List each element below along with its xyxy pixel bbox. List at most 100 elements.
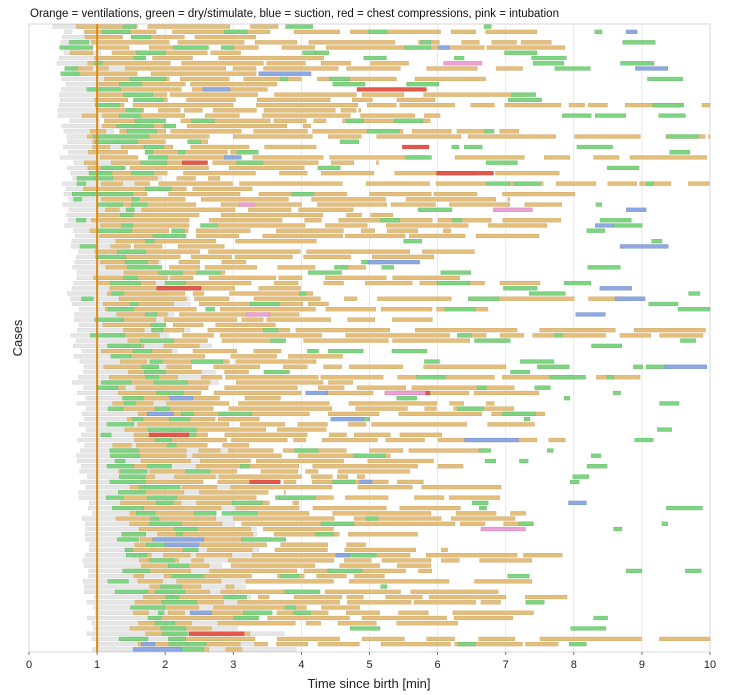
dry-stimulate-segment bbox=[205, 307, 215, 312]
case-row bbox=[76, 401, 680, 406]
suction-segment bbox=[335, 553, 350, 558]
dry-stimulate-segment bbox=[416, 375, 446, 380]
dry-stimulate-segment bbox=[178, 150, 186, 155]
ventilation-segment bbox=[208, 218, 283, 223]
dry-stimulate-segment bbox=[240, 464, 250, 469]
dry-stimulate-segment bbox=[95, 176, 113, 181]
ventilation-segment bbox=[486, 401, 495, 406]
ventilation-segment bbox=[273, 280, 299, 286]
dry-stimulate-segment bbox=[135, 118, 166, 123]
ventilation-segment bbox=[347, 600, 412, 605]
dry-stimulate-segment bbox=[381, 265, 394, 270]
ventilation-segment bbox=[178, 260, 200, 265]
case-row bbox=[60, 71, 312, 76]
ventilation-segment bbox=[166, 364, 192, 369]
dry-stimulate-segment bbox=[95, 254, 126, 259]
dry-stimulate-segment bbox=[525, 600, 545, 605]
dry-stimulate-segment bbox=[594, 29, 603, 34]
case-row bbox=[77, 437, 654, 443]
ventilation-segment bbox=[320, 375, 384, 380]
ventilation-segment bbox=[293, 437, 306, 443]
ventilation-segment bbox=[415, 328, 518, 333]
ventilation-segment bbox=[115, 239, 217, 244]
case-row bbox=[59, 92, 536, 97]
dry-stimulate-segment bbox=[218, 411, 253, 416]
intubation-segment bbox=[238, 202, 255, 207]
ventilation-segment bbox=[499, 129, 519, 134]
dry-stimulate-segment bbox=[107, 406, 124, 411]
case-row bbox=[66, 134, 711, 139]
dry-stimulate-segment bbox=[651, 239, 663, 244]
ventilation-segment bbox=[491, 40, 517, 45]
ventilation-segment bbox=[250, 24, 279, 29]
dry-stimulate-segment bbox=[115, 589, 149, 594]
ventilation-segment bbox=[96, 45, 130, 50]
ventilation-segment bbox=[308, 40, 396, 45]
ventilation-segment bbox=[327, 411, 380, 416]
dry-stimulate-segment bbox=[118, 490, 146, 495]
case-row bbox=[77, 328, 706, 333]
dry-stimulate-segment bbox=[363, 55, 387, 61]
ventilation-segment bbox=[331, 160, 355, 165]
dry-stimulate-segment bbox=[144, 150, 154, 155]
case-row bbox=[63, 191, 576, 197]
ventilation-segment bbox=[708, 134, 711, 139]
ventilation-segment bbox=[102, 322, 151, 328]
dry-stimulate-segment bbox=[191, 118, 215, 123]
ventilation-segment bbox=[544, 155, 570, 160]
case-row bbox=[75, 233, 540, 239]
dry-stimulate-segment bbox=[457, 333, 472, 338]
ventilation-segment bbox=[129, 165, 209, 171]
ventilation-segment bbox=[449, 202, 510, 207]
dry-stimulate-segment bbox=[570, 626, 607, 631]
case-row bbox=[78, 422, 535, 427]
dry-stimulate-segment bbox=[126, 207, 135, 212]
suction-segment bbox=[614, 296, 646, 301]
suction-segment bbox=[190, 610, 212, 615]
ventilation-segment bbox=[371, 422, 467, 427]
ventilation-segment bbox=[304, 218, 322, 223]
ventilation-segment bbox=[263, 66, 339, 71]
ventilation-segment bbox=[239, 181, 343, 186]
ventilation-segment bbox=[210, 50, 241, 55]
ventilation-segment bbox=[94, 249, 200, 254]
case-row bbox=[84, 443, 250, 448]
dry-stimulate-segment bbox=[185, 469, 211, 474]
ventilation-segment bbox=[348, 401, 437, 406]
case-row bbox=[56, 61, 655, 66]
dry-stimulate-segment bbox=[173, 45, 209, 50]
ventilation-segment bbox=[100, 155, 139, 160]
ventilation-segment bbox=[151, 328, 184, 333]
dry-stimulate-segment bbox=[130, 171, 154, 176]
ventilation-segment bbox=[278, 275, 303, 280]
ventilation-segment bbox=[478, 636, 515, 642]
dry-stimulate-segment bbox=[122, 396, 144, 401]
ventilation-segment bbox=[369, 448, 404, 453]
dry-stimulate-segment bbox=[144, 369, 166, 375]
ventilation-segment bbox=[169, 92, 258, 97]
case-row bbox=[70, 244, 669, 249]
suction-segment bbox=[169, 396, 194, 401]
dry-stimulate-segment bbox=[154, 621, 175, 626]
dry-stimulate-segment bbox=[191, 359, 223, 364]
ventilation-segment bbox=[361, 615, 447, 621]
ventilation-segment bbox=[218, 417, 260, 422]
dry-stimulate-segment bbox=[117, 249, 146, 254]
dry-stimulate-segment bbox=[126, 129, 157, 134]
dry-stimulate-segment bbox=[122, 134, 149, 139]
ventilation-segment bbox=[140, 458, 191, 464]
x-axis: 0 1 2 3 4 5 6 7 8 9 10 bbox=[26, 652, 716, 671]
intubation-segment bbox=[443, 61, 483, 66]
case-row bbox=[79, 359, 555, 364]
case-row bbox=[72, 176, 221, 181]
dry-stimulate-segment bbox=[404, 45, 431, 50]
dry-stimulate-segment bbox=[622, 40, 656, 45]
dry-stimulate-segment bbox=[73, 197, 82, 202]
case-row bbox=[62, 202, 602, 207]
dry-stimulate-segment bbox=[126, 343, 141, 348]
ventilation-segment bbox=[659, 333, 704, 338]
ventilation-segment bbox=[164, 317, 238, 322]
ventilation-segment bbox=[453, 406, 515, 411]
suction-segment bbox=[224, 155, 242, 160]
ventilation-segment bbox=[396, 97, 436, 102]
